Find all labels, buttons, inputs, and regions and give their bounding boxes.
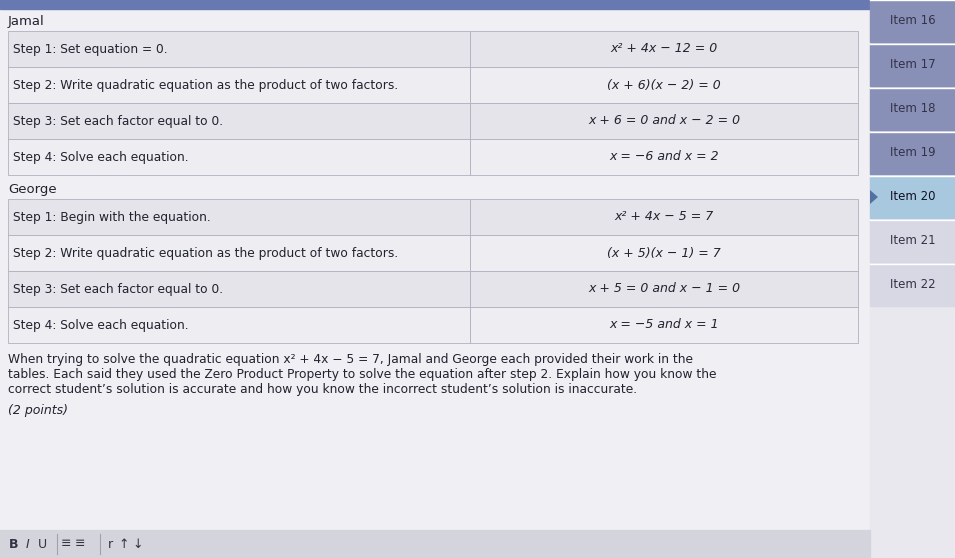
Text: (x + 5)(x − 1) = 7: (x + 5)(x − 1) = 7	[607, 247, 721, 259]
Text: ↓: ↓	[133, 537, 143, 551]
Bar	[870, 44, 955, 86]
Text: U: U	[37, 537, 47, 551]
Text: Step 4: Solve each equation.: Step 4: Solve each equation.	[13, 151, 189, 163]
Bar	[8, 271, 470, 307]
Text: Item 18: Item 18	[890, 103, 935, 116]
Bar	[470, 235, 858, 271]
Bar	[870, 264, 955, 306]
Text: x² + 4x − 12 = 0: x² + 4x − 12 = 0	[610, 42, 717, 55]
Text: Step 3: Set each factor equal to 0.: Step 3: Set each factor equal to 0.	[13, 282, 223, 296]
Bar	[8, 103, 470, 139]
Bar	[0, 530, 870, 558]
Text: x + 6 = 0 and x − 2 = 0: x + 6 = 0 and x − 2 = 0	[588, 114, 740, 127]
Text: When trying to solve the quadratic equation x² + 4x − 5 = 7, Jamal and George ea: When trying to solve the quadratic equat…	[8, 353, 693, 366]
Text: (x + 6)(x − 2) = 0: (x + 6)(x − 2) = 0	[607, 79, 721, 92]
Text: Step 4: Solve each equation.: Step 4: Solve each equation.	[13, 319, 189, 331]
Bar	[8, 199, 470, 235]
Bar	[470, 271, 858, 307]
Bar	[8, 235, 470, 271]
Text: Item 22: Item 22	[890, 278, 935, 291]
Text: Item 19: Item 19	[890, 147, 935, 160]
Bar	[470, 307, 858, 343]
Text: ↑: ↑	[118, 537, 129, 551]
Bar	[470, 199, 858, 235]
Bar	[870, 0, 955, 558]
Bar	[470, 139, 858, 175]
Bar	[470, 31, 858, 67]
Bar	[870, 0, 955, 42]
Bar	[870, 220, 955, 262]
Text: x = −6 and x = 2: x = −6 and x = 2	[609, 151, 719, 163]
Text: Step 3: Set each factor equal to 0.: Step 3: Set each factor equal to 0.	[13, 114, 223, 127]
Text: ≡: ≡	[74, 537, 85, 551]
Text: B: B	[10, 537, 19, 551]
Text: George: George	[8, 183, 56, 196]
Bar	[870, 176, 955, 218]
Text: r: r	[108, 537, 113, 551]
Text: x = −5 and x = 1: x = −5 and x = 1	[609, 319, 719, 331]
Text: Step 2: Write quadratic equation as the product of two factors.: Step 2: Write quadratic equation as the …	[13, 79, 398, 92]
Text: Step 1: Begin with the equation.: Step 1: Begin with the equation.	[13, 210, 211, 224]
Text: Item 20: Item 20	[890, 190, 935, 204]
Text: x + 5 = 0 and x − 1 = 0: x + 5 = 0 and x − 1 = 0	[588, 282, 740, 296]
Text: Item 17: Item 17	[890, 59, 935, 71]
Bar	[8, 31, 470, 67]
Bar	[870, 88, 955, 130]
Text: Item 21: Item 21	[890, 234, 935, 248]
Bar	[8, 139, 470, 175]
Text: x² + 4x − 5 = 7: x² + 4x − 5 = 7	[614, 210, 713, 224]
Text: Jamal: Jamal	[8, 15, 45, 28]
Bar	[0, 0, 870, 9]
Text: correct student’s solution is accurate and how you know the incorrect student’s : correct student’s solution is accurate a…	[8, 383, 637, 396]
Text: tables. Each said they used the Zero Product Property to solve the equation afte: tables. Each said they used the Zero Pro…	[8, 368, 716, 381]
Bar	[870, 132, 955, 174]
Bar	[8, 67, 470, 103]
Text: ≡: ≡	[61, 537, 72, 551]
Polygon shape	[870, 190, 878, 204]
Text: I: I	[26, 537, 30, 551]
Text: (2 points): (2 points)	[8, 404, 68, 417]
Text: Item 16: Item 16	[890, 15, 935, 27]
Text: Step 2: Write quadratic equation as the product of two factors.: Step 2: Write quadratic equation as the …	[13, 247, 398, 259]
Text: Step 1: Set equation = 0.: Step 1: Set equation = 0.	[13, 42, 168, 55]
Bar	[470, 67, 858, 103]
Bar	[470, 103, 858, 139]
Bar	[8, 307, 470, 343]
